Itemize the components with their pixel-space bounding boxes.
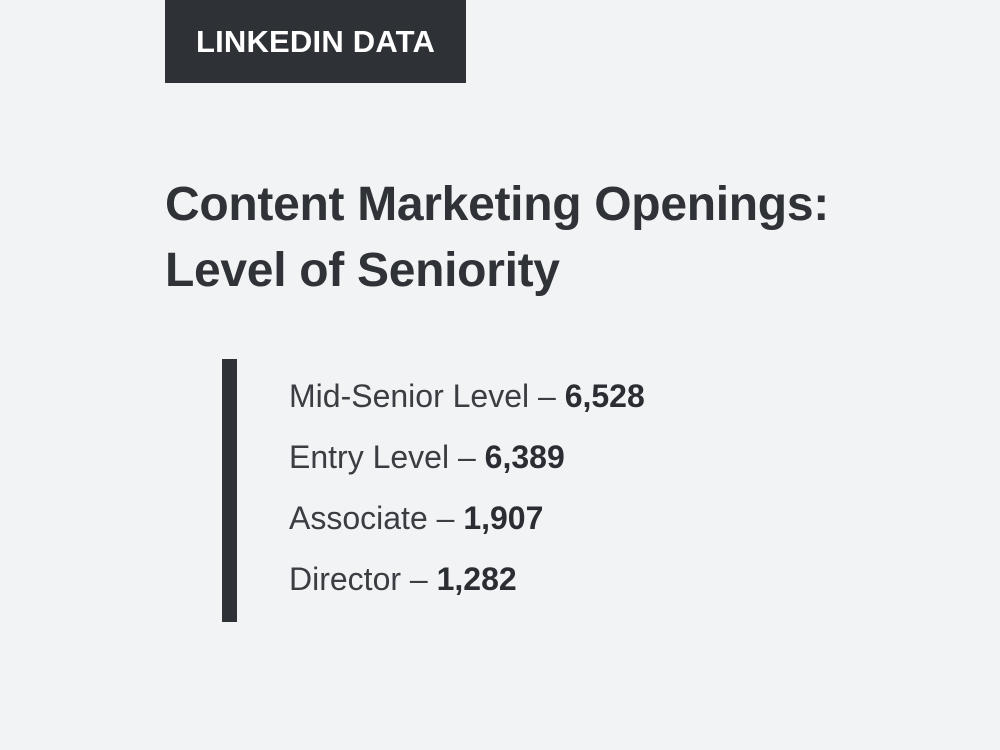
- item-value: 1,282: [436, 561, 517, 597]
- item-label: Associate: [289, 500, 428, 536]
- item-separator: –: [427, 500, 464, 536]
- list-item: Mid-Senior Level – 6,528: [289, 368, 645, 429]
- page-title: Content Marketing Openings: Level of Sen…: [165, 172, 965, 304]
- item-label: Director: [289, 561, 402, 597]
- list-item: Director – 1,282: [289, 551, 645, 612]
- item-value: 1,907: [463, 500, 544, 536]
- item-separator: –: [401, 561, 437, 597]
- accent-bar: [222, 359, 237, 622]
- list-item: Entry Level – 6,389: [289, 429, 645, 490]
- item-separator: –: [529, 378, 565, 414]
- list-item: Associate – 1,907: [289, 490, 645, 551]
- source-tag: LINKEDIN DATA: [165, 0, 466, 83]
- title-line-1: Content Marketing Openings:: [165, 178, 829, 231]
- title-line-2: Level of Seniority: [165, 244, 560, 297]
- seniority-list: Mid-Senior Level – 6,528 Entry Level – 6…: [289, 368, 645, 612]
- item-value: 6,528: [564, 378, 645, 414]
- item-separator: –: [449, 439, 485, 475]
- item-label: Mid-Senior Level: [289, 378, 530, 414]
- item-label: Entry Level: [289, 439, 450, 475]
- item-value: 6,389: [484, 439, 565, 475]
